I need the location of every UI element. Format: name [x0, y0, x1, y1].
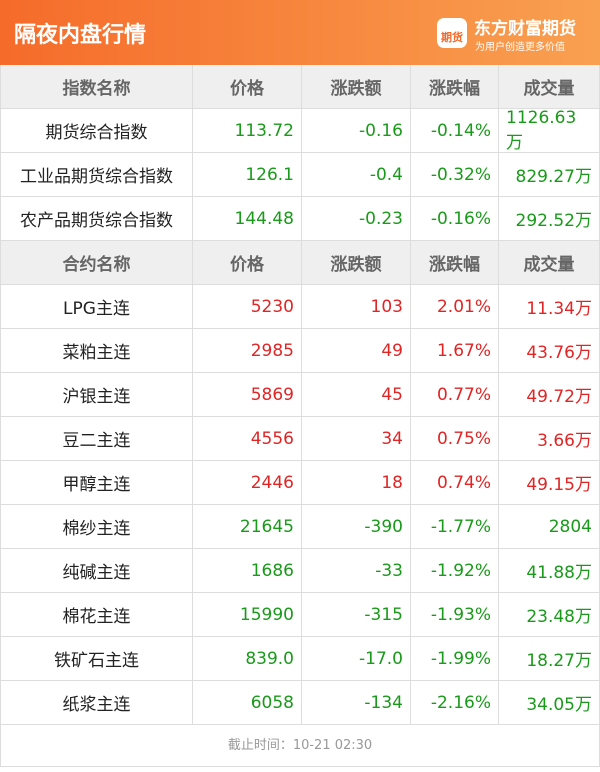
value-cell: 4556 [193, 417, 302, 460]
value-cell: -0.32% [411, 153, 499, 196]
header-row: 指数名称 价格 涨跌额 涨跌幅 成交量 [0, 65, 600, 109]
value-cell: 43.76万 [526, 343, 592, 363]
value-cell: 15990 [193, 593, 302, 636]
name-cell: 农产品期货综合指数 [1, 197, 193, 240]
value-cell: -0.16% [411, 197, 499, 240]
value-cell: 34 [302, 417, 411, 460]
value-cell: -1.77% [411, 505, 499, 548]
value-cell: 21645 [193, 505, 302, 548]
value-cell: 2446 [193, 461, 302, 504]
value-cell: 41.88万 [526, 563, 592, 583]
value-cell: 3.66万 [537, 431, 592, 451]
column-header: 涨跌幅 [411, 65, 499, 108]
column-header: 指数名称 [1, 65, 193, 108]
table-row: LPG主连 5230 103 2.01% 11.34万 [0, 285, 600, 329]
value-cell: 18 [302, 461, 411, 504]
value-cell: -1.92% [411, 549, 499, 592]
value-cell: -1.99% [411, 637, 499, 680]
column-header: 价格 [193, 65, 302, 108]
value-cell: 18.27万 [526, 651, 592, 671]
name-cell: 期货综合指数 [1, 109, 193, 152]
value-cell: 839.0 [193, 637, 302, 680]
value-cell: -33 [302, 549, 411, 592]
brand: 东方财富期货 [474, 19, 576, 39]
value-cell: 23.48万 [526, 607, 592, 627]
slogan: 为用户创造更多价值 [475, 42, 565, 53]
column-header: 合约名称 [1, 241, 193, 284]
value-cell: 11.34万 [526, 299, 592, 319]
table-row: 纸浆主连 6058 -134 -2.16% 34.05万 [0, 681, 600, 725]
value-cell: 2985 [193, 329, 302, 372]
name-cell: 棉纱主连 [1, 505, 193, 548]
table-row: 铁矿石主连 839.0 -17.0 -1.99% 18.27万 [0, 637, 600, 681]
table-row: 纯碱主连 1686 -33 -1.92% 41.88万 [0, 549, 600, 593]
column-header: 价格 [193, 241, 302, 284]
name-cell: 棉花主连 [1, 593, 193, 636]
value-cell: 1686 [193, 549, 302, 592]
header-row: 合约名称 价格 涨跌额 涨跌幅 成交量 [0, 241, 600, 285]
value-cell: 126.1 [193, 153, 302, 196]
value-cell: -2.16% [411, 681, 499, 724]
value-cell: -134 [302, 681, 411, 724]
column-header: 成交量 [523, 255, 575, 275]
value-cell: 5230 [193, 285, 302, 328]
value-cell: 113.72 [193, 109, 302, 152]
value-cell: 2.01% [411, 285, 499, 328]
logo: 期货 [437, 18, 467, 48]
name-cell: LPG主连 [1, 285, 193, 328]
value-cell: 49.15万 [526, 475, 592, 495]
value-cell: 34.05万 [526, 695, 592, 715]
value-cell: -0.16 [302, 109, 411, 152]
banner: 隔夜内盘行情 期货 东方财富期货 为用户创造更多价值 [0, 0, 600, 65]
value-cell: 49.72万 [526, 387, 592, 407]
value-cell: 49 [302, 329, 411, 372]
table-row: 甲醇主连 2446 18 0.74% 49.15万 [0, 461, 600, 505]
column-header: 成交量 [523, 79, 575, 99]
table-row: 工业品期货综合指数 126.1 -0.4 -0.32% 829.27万 [0, 153, 600, 197]
name-cell: 菜粕主连 [1, 329, 193, 372]
value-cell: 1.67% [411, 329, 499, 372]
name-cell: 铁矿石主连 [1, 637, 193, 680]
value-cell: -0.14% [411, 109, 499, 152]
value-cell: 103 [302, 285, 411, 328]
name-cell: 工业品期货综合指数 [1, 153, 193, 196]
value-cell: 1126.63万 [506, 108, 577, 153]
value-cell: -0.4 [302, 153, 411, 196]
footer: 截止时间：10-21 02:30 [0, 725, 600, 767]
value-cell: -17.0 [302, 637, 411, 680]
table-row: 棉纱主连 21645 -390 -1.77% 2804 [0, 505, 600, 549]
table-row: 农产品期货综合指数 144.48 -0.23 -0.16% 292.52万 [0, 197, 600, 241]
value-cell: -1.93% [411, 593, 499, 636]
value-cell: 2804 [548, 516, 592, 537]
value-cell: 6058 [193, 681, 302, 724]
name-cell: 沪银主连 [1, 373, 193, 416]
value-cell: 5869 [193, 373, 302, 416]
tables: 指数名称 价格 涨跌额 涨跌幅 成交量 期货综合指数 113.72 -0.16 -0.14% 11… [0, 65, 600, 725]
value-cell: -0.23 [302, 197, 411, 240]
table-row: 菜粕主连 2985 49 1.67% 43.76万 [0, 329, 600, 373]
value-cell: -315 [302, 593, 411, 636]
column-header: 涨跌额 [302, 65, 411, 108]
value-cell: 0.77% [411, 373, 499, 416]
value-cell: 829.27万 [515, 167, 592, 187]
name-cell: 纯碱主连 [1, 549, 193, 592]
column-header: 涨跌幅 [411, 241, 499, 284]
table-row: 棉花主连 15990 -315 -1.93% 23.48万 [0, 593, 600, 637]
table-row: 期货综合指数 113.72 -0.16 -0.14% 1126.63万 [0, 108, 600, 153]
value-cell: 0.75% [411, 417, 499, 460]
name-cell: 甲醇主连 [1, 461, 193, 504]
title: 隔夜内盘行情 [14, 23, 147, 48]
column-header: 涨跌额 [302, 241, 411, 284]
value-cell: 144.48 [193, 197, 302, 240]
value-cell: 0.74% [411, 461, 499, 504]
table-row: 沪银主连 5869 45 0.77% 49.72万 [0, 373, 600, 417]
value-cell: -390 [302, 505, 411, 548]
name-cell: 豆二主连 [1, 417, 193, 460]
value-cell: 45 [302, 373, 411, 416]
name-cell: 纸浆主连 [1, 681, 193, 724]
table-row: 豆二主连 4556 34 0.75% 3.66万 [0, 417, 600, 461]
value-cell: 292.52万 [515, 211, 592, 231]
